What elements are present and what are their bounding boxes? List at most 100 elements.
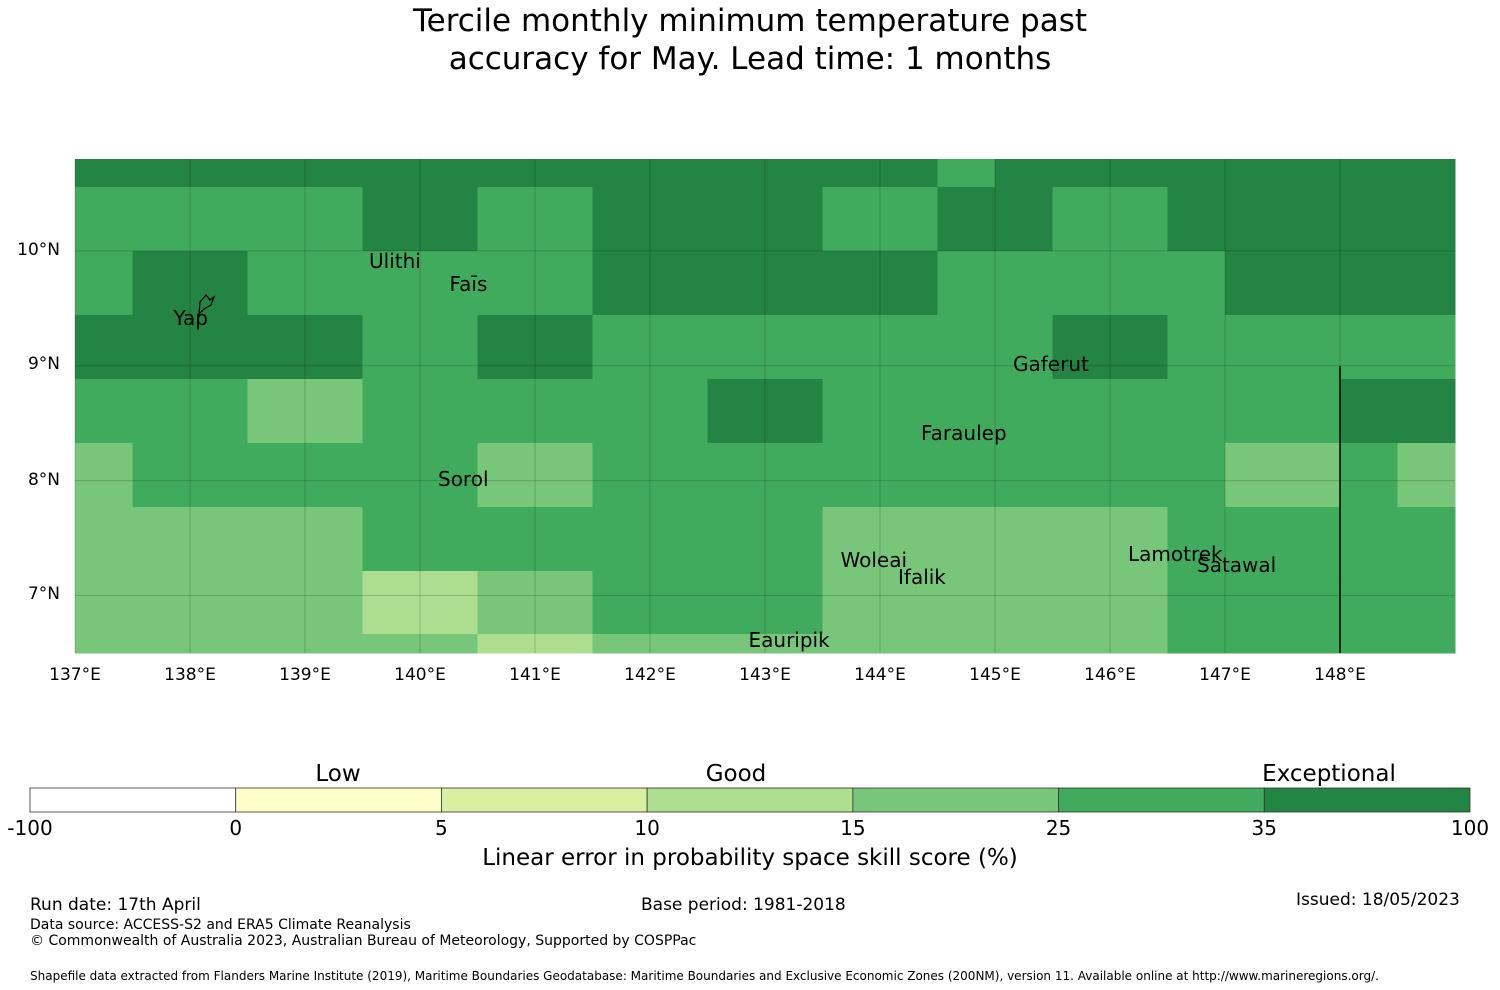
grid-cell	[1340, 634, 1398, 654]
grid-cell	[1282, 187, 1341, 252]
grid-cell	[190, 315, 248, 380]
grid-cell	[477, 187, 536, 252]
grid-cell	[1225, 187, 1283, 252]
grid-cell	[1225, 315, 1283, 380]
grid-cell	[247, 571, 306, 635]
grid-cell	[477, 507, 536, 572]
grid-cell	[1167, 159, 1226, 188]
place-label: Sorol	[438, 467, 489, 492]
legend-tick-label: 5	[435, 816, 448, 840]
base-period: Base period: 1981-2018	[641, 895, 846, 915]
grid-cell	[75, 187, 133, 252]
grid-cell	[132, 507, 191, 572]
lon-label: 145°E	[969, 665, 1021, 685]
legend-category-low: Low	[315, 761, 361, 787]
grid-cell	[535, 443, 593, 508]
grid-cell	[765, 187, 823, 252]
grid-cell	[75, 159, 133, 188]
grid-cell	[880, 251, 938, 316]
legend-tick-label: 0	[229, 816, 243, 840]
grid-cell	[1110, 379, 1168, 444]
place-label: Satawal	[1197, 553, 1277, 578]
grid-cell	[1282, 634, 1341, 654]
grid-cell	[765, 571, 823, 635]
legend-swatch	[1058, 787, 1265, 813]
grid-cell	[247, 507, 306, 572]
grid-cell	[1052, 315, 1111, 380]
grid-cell	[707, 443, 766, 508]
grid-cell	[132, 571, 191, 635]
grid-cell	[822, 571, 881, 635]
grid-cell	[880, 315, 938, 380]
island-yap-shape	[198, 294, 216, 316]
place-label: Lamotrek	[1128, 541, 1223, 566]
skill-grid	[75, 159, 1456, 654]
grid-cell	[247, 443, 306, 508]
run-date: Run date: 17th April	[30, 895, 201, 915]
grid-cell	[75, 571, 133, 635]
grid-cell	[190, 571, 248, 635]
data-source: Data source: ACCESS-S2 and ERA5 Climate …	[30, 917, 411, 933]
grid-cell	[937, 571, 996, 635]
grid-cell	[1167, 507, 1226, 572]
grid-cell	[650, 443, 708, 508]
grid-cell	[75, 443, 133, 508]
grid-cell	[535, 251, 593, 316]
grid-cell	[995, 251, 1053, 316]
grid-cell	[822, 315, 881, 380]
grid-cell	[937, 315, 996, 380]
lon-label: 143°E	[739, 665, 791, 685]
legend-tick-label: 15	[840, 816, 866, 840]
grid-cell	[995, 443, 1053, 508]
grid-cell	[1282, 443, 1341, 508]
grid-cell	[1052, 634, 1111, 654]
grid-cell	[995, 507, 1053, 572]
legend-tick-label: 10	[634, 816, 660, 840]
grid-cell	[822, 507, 881, 572]
grid-cell	[1340, 187, 1398, 252]
grid-cell	[880, 159, 938, 188]
grid-cell	[1167, 571, 1226, 635]
grid-cell	[880, 187, 938, 252]
grid-cell	[247, 159, 306, 188]
grid-cell	[1225, 379, 1283, 444]
legend-tick-label: 35	[1251, 816, 1277, 840]
legend-tick-label: 100	[1450, 816, 1490, 840]
grid-cell	[1110, 251, 1168, 316]
grid-cell	[1282, 507, 1341, 572]
grid-cell	[592, 571, 651, 635]
grid-cell	[477, 251, 536, 316]
grid-cell	[765, 379, 823, 444]
grid-cell	[822, 159, 881, 188]
grid-cell	[1167, 443, 1226, 508]
lon-label: 139°E	[279, 665, 331, 685]
grid-cell	[1225, 507, 1283, 572]
grid-cell	[765, 315, 823, 380]
grid-cell	[75, 634, 133, 654]
grid-cell	[880, 571, 938, 635]
grid-cell	[190, 634, 248, 654]
legend-category-good: Good	[705, 761, 767, 787]
grid-cell	[1110, 634, 1168, 654]
grid-cell	[650, 571, 708, 635]
lon-label: 140°E	[394, 665, 446, 685]
legend-label: Linear error in probability space skill …	[482, 845, 1018, 871]
grid-cell	[362, 251, 421, 316]
grid-cell	[880, 379, 938, 444]
grid-cell	[707, 634, 766, 654]
grid-cell	[305, 634, 363, 654]
place-label: Faīs	[449, 271, 488, 296]
grid-cell	[477, 379, 536, 444]
grid-cell	[592, 634, 651, 654]
grid-cell	[937, 379, 996, 444]
grid-cell	[880, 507, 938, 572]
grid-cell	[937, 634, 996, 654]
legend-swatch	[646, 787, 854, 813]
legend-tick-label: 25	[1045, 816, 1072, 840]
lat-label-8n: 8°N	[27, 470, 60, 490]
grid-cell	[1052, 251, 1111, 316]
grid-cell	[132, 159, 191, 188]
grid-cell	[535, 634, 593, 654]
grid-cell	[1110, 507, 1168, 572]
grid-cell	[937, 187, 996, 252]
